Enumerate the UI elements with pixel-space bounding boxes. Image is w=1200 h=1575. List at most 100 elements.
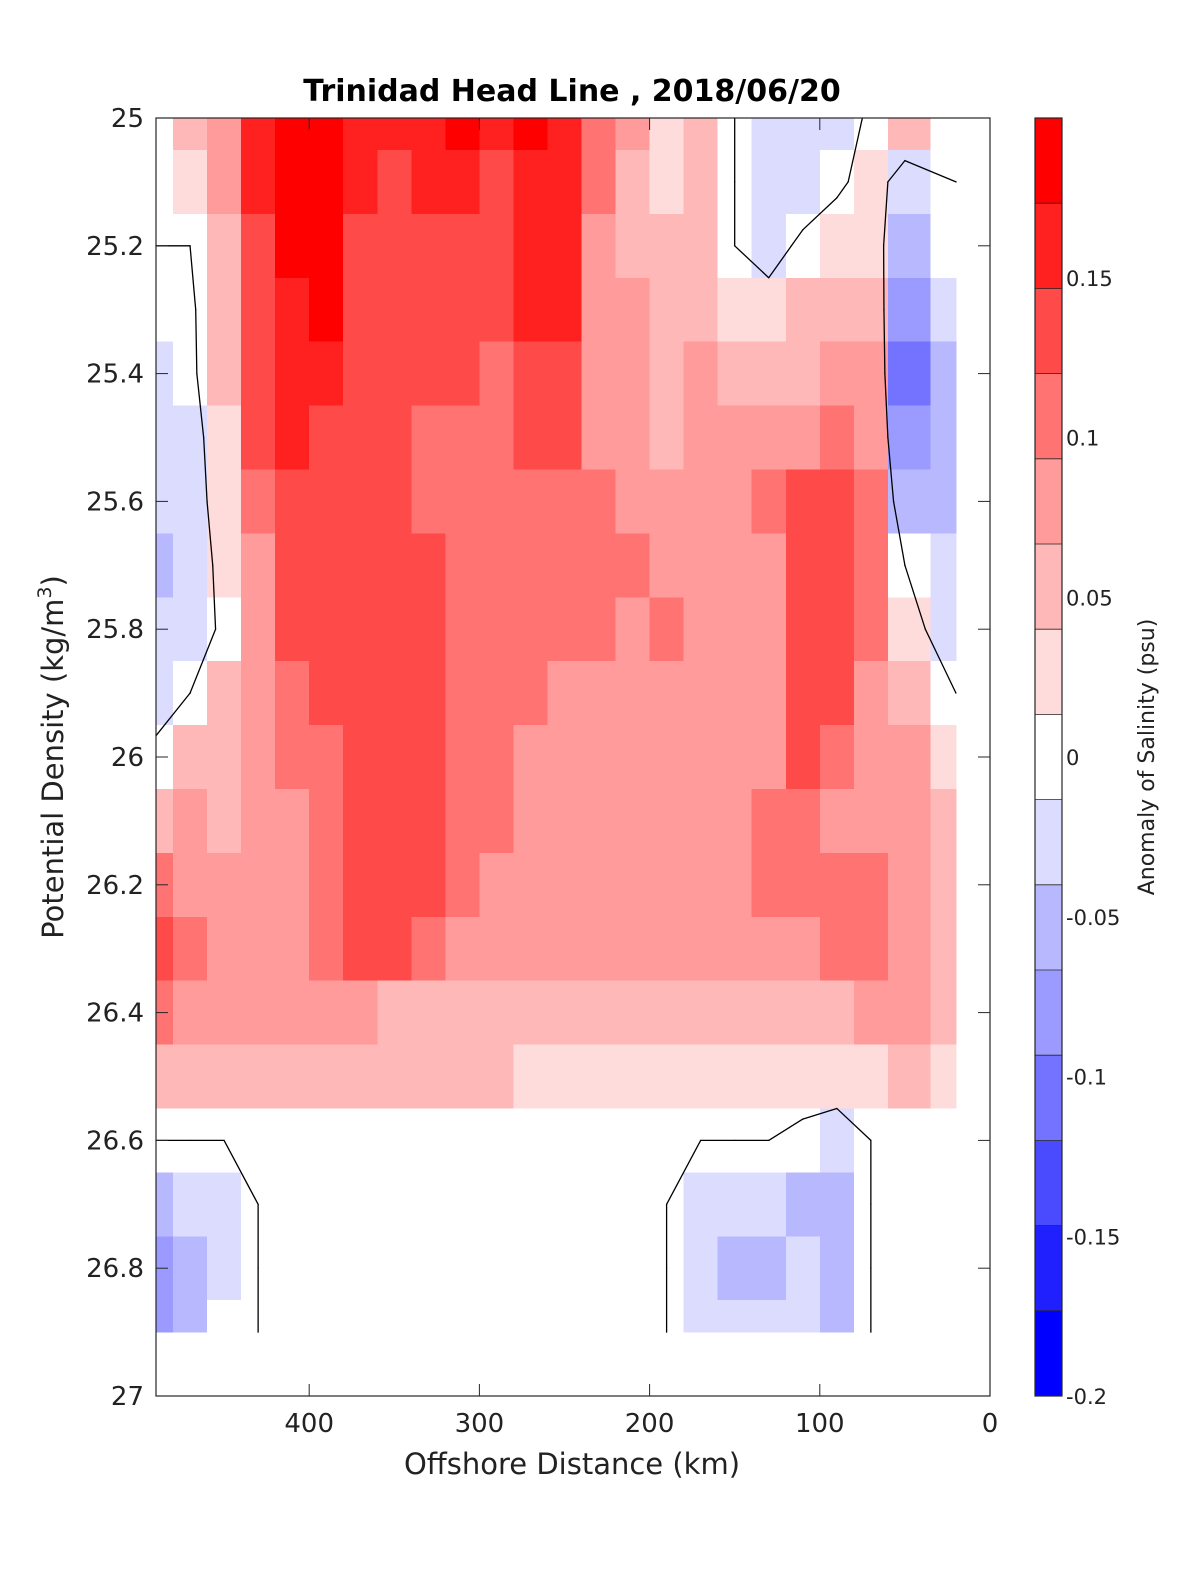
contour-cell: [207, 1300, 242, 1333]
contour-cell: [615, 980, 651, 1046]
contour-cell: [683, 980, 719, 1046]
contour-cell: [241, 118, 276, 151]
contour-cell: [887, 1108, 932, 1173]
contour-cell: [853, 1044, 889, 1110]
contour-cell: [377, 149, 412, 215]
contour-cell: [156, 1300, 174, 1333]
zero-contour-segment: [802, 197, 838, 231]
zero-contour-segment: [836, 181, 849, 199]
contour-cell: [930, 980, 957, 1046]
contour-cell: [513, 405, 549, 471]
contour-cell: [377, 405, 412, 471]
contour-cell: [683, 661, 719, 726]
contour-cell: [156, 916, 174, 982]
contour-cell: [513, 916, 549, 982]
contour-cell: [445, 469, 480, 534]
contour-cell: [479, 1236, 515, 1301]
contour-cell: [479, 916, 515, 982]
contour-cell: [615, 1300, 651, 1333]
colorbar-band: [1035, 203, 1062, 289]
contour-cell: [819, 1300, 855, 1333]
contour-cell: [615, 213, 651, 279]
contour-cell: [513, 469, 549, 534]
contour-cell: [819, 213, 855, 279]
contour-cell: [853, 118, 889, 151]
contour-cell: [887, 597, 932, 662]
contour-cell: [275, 725, 310, 790]
contour-cell: [513, 118, 549, 151]
contour-cell: [173, 725, 208, 790]
contour-cell: [547, 1300, 583, 1333]
contour-cell: [717, 1300, 753, 1333]
contour-cell: [649, 980, 685, 1046]
contour-cell: [513, 277, 549, 343]
contour-cell: [377, 277, 412, 343]
contour-cell: [930, 469, 957, 534]
contour-cell: [445, 788, 480, 854]
contour-cell: [785, 118, 821, 151]
contour-cell: [309, 788, 344, 854]
contour-cell: [751, 852, 787, 918]
contour-cell: [751, 149, 787, 215]
contour-cell: [615, 341, 651, 407]
y-tick-label: 26.4: [86, 999, 144, 1029]
contour-cell: [649, 788, 685, 854]
contour-cell: [853, 725, 889, 790]
colorbar-tick-label: 0.1: [1066, 427, 1099, 451]
contour-cell: [309, 469, 344, 534]
contour-cell: [343, 916, 378, 982]
contour-cell: [853, 980, 889, 1046]
contour-cell: [207, 916, 242, 982]
contour-cell: [547, 980, 583, 1046]
contour-cell: [887, 916, 932, 982]
contour-cell: [785, 405, 821, 471]
contour-cell: [819, 661, 855, 726]
contour-cell: [683, 277, 719, 343]
contour-cell: [241, 597, 276, 662]
colorbar: -0.2 -0.15 -0.1 -0.05 0 0.05 0.1 0.15: [1034, 117, 1120, 1409]
contour-cell: [615, 1044, 651, 1110]
contour-cell: [275, 1172, 310, 1237]
y-axis-label-close: ): [36, 575, 70, 586]
contour-cell: [513, 1236, 549, 1301]
contour-cell: [819, 405, 855, 471]
zero-contour-segment: [189, 628, 217, 694]
contour-cell: [751, 597, 787, 662]
contour-cell: [411, 916, 446, 982]
contour-cell: [615, 1108, 651, 1173]
contour-cell: [581, 597, 617, 662]
contour-cell: [275, 980, 310, 1046]
contour-cell: [173, 405, 208, 471]
contour-cell: [411, 533, 446, 598]
contour-cell: [785, 533, 821, 598]
contour-cell: [785, 661, 821, 726]
colorbar-band: [1035, 970, 1062, 1056]
contour-cell: [479, 852, 515, 918]
contour-cell: [173, 149, 208, 215]
contour-cell: [819, 852, 855, 918]
contour-cell: [751, 213, 787, 279]
contour-cell: [785, 1300, 821, 1333]
contour-cell: [479, 1172, 515, 1237]
contour-cell: [445, 277, 480, 343]
contour-cell: [479, 149, 515, 215]
x-tick-label: 100: [795, 1409, 845, 1439]
contour-cell: [445, 405, 480, 471]
zero-contour-segment: [195, 309, 198, 375]
contour-cell: [649, 725, 685, 790]
colorbar-tick-label: -0.1: [1066, 1066, 1107, 1090]
contour-cell: [683, 916, 719, 982]
contour-cell: [887, 469, 932, 534]
contour-cell: [683, 597, 719, 662]
contour-cell: [930, 1236, 957, 1301]
zero-contour-segment: [802, 1107, 838, 1120]
colorbar-tick-label: 0: [1066, 746, 1079, 770]
contour-cell: [513, 149, 549, 215]
zero-contour-segment: [790, 229, 804, 247]
contour-cell: [479, 661, 515, 726]
contour-cell: [751, 469, 787, 534]
contour-cell: [785, 277, 821, 343]
contour-cell: [377, 1108, 412, 1173]
contour-cell: [930, 1108, 957, 1173]
